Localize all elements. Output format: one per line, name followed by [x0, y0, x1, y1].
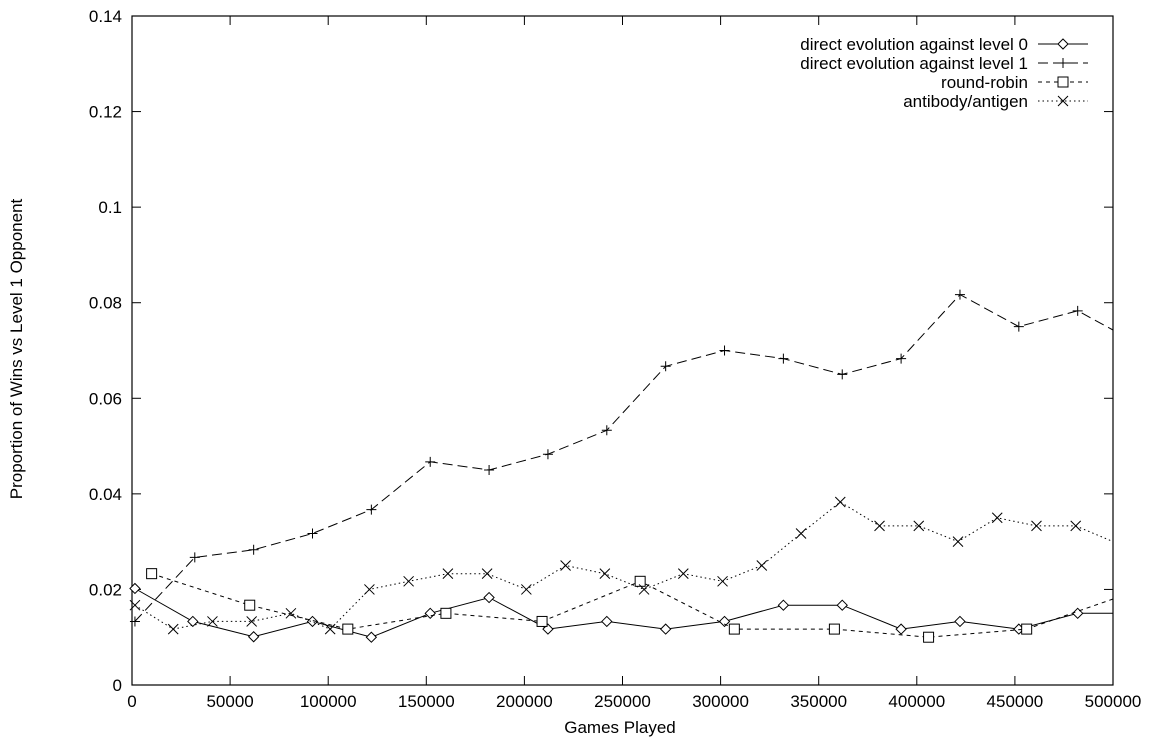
data-point [796, 529, 806, 539]
data-point [425, 457, 435, 467]
data-point [661, 624, 671, 634]
data-point [245, 600, 255, 610]
x-tick-label: 450000 [987, 692, 1044, 711]
y-tick-label: 0.04 [89, 485, 122, 504]
data-point [778, 600, 788, 610]
series-line [135, 502, 1113, 629]
data-point [443, 569, 453, 579]
x-tick-label: 200000 [496, 692, 553, 711]
x-tick-label: 500000 [1085, 692, 1142, 711]
data-point [1022, 624, 1032, 634]
data-point [1014, 322, 1024, 332]
data-point [249, 632, 259, 642]
data-point [247, 616, 257, 626]
data-point [343, 624, 353, 634]
data-point [992, 513, 1002, 523]
x-tick-label: 0 [127, 692, 136, 711]
y-tick-label: 0.12 [89, 103, 122, 122]
legend-swatch-marker [1058, 58, 1068, 68]
data-point [720, 616, 730, 626]
data-point [286, 608, 296, 618]
data-point [543, 449, 553, 459]
legend-swatch-marker [1058, 39, 1068, 49]
series-line [135, 295, 1113, 622]
y-tick-label: 0.06 [89, 389, 122, 408]
data-point [829, 624, 839, 634]
data-point [955, 616, 965, 626]
data-point [308, 529, 318, 539]
data-point [484, 593, 494, 603]
x-tick-label: 300000 [692, 692, 749, 711]
data-point [207, 616, 217, 626]
y-axis-title: Proportion of Wins vs Level 1 Opponent [7, 198, 26, 499]
y-tick-label: 0.02 [89, 580, 122, 599]
data-point [955, 290, 965, 300]
x-tick-label: 250000 [594, 692, 651, 711]
series-4 [130, 497, 1113, 634]
data-point [168, 624, 178, 634]
y-tick-label: 0.1 [98, 198, 122, 217]
data-point [729, 624, 739, 634]
y-tick-label: 0 [113, 676, 122, 695]
legend-entry: antibody/antigen [903, 92, 1088, 111]
series-line [135, 589, 1113, 638]
data-point [896, 624, 906, 634]
data-point [249, 545, 259, 555]
data-point [837, 600, 847, 610]
series-group [130, 290, 1113, 643]
data-point [325, 624, 335, 634]
x-tick-label: 400000 [888, 692, 945, 711]
plot-border [132, 16, 1113, 685]
data-point [602, 616, 612, 626]
data-point [837, 369, 847, 379]
data-point [600, 569, 610, 579]
x-tick-label: 50000 [206, 692, 253, 711]
axis-ticks [132, 16, 1113, 685]
data-point [484, 465, 494, 475]
data-point [366, 505, 376, 515]
y-tick-label: 0.08 [89, 294, 122, 313]
data-point [441, 608, 451, 618]
x-tick-label: 350000 [790, 692, 847, 711]
data-point [778, 354, 788, 364]
legend-label: round-robin [941, 73, 1028, 92]
data-point [835, 497, 845, 507]
legend-entry: direct evolution against level 1 [800, 54, 1088, 73]
data-point [896, 354, 906, 364]
data-point [364, 584, 374, 594]
legend-label: direct evolution against level 0 [800, 35, 1028, 54]
data-point [661, 361, 671, 371]
data-point [537, 616, 547, 626]
x-axis-title: Games Played [564, 718, 676, 737]
data-point [678, 569, 688, 579]
legend-entry: round-robin [941, 73, 1088, 92]
data-point [147, 569, 157, 579]
x-tick-label: 150000 [398, 692, 455, 711]
data-point [1073, 306, 1083, 316]
data-point [602, 425, 612, 435]
data-point [561, 561, 571, 571]
data-point [953, 537, 963, 547]
data-point [875, 521, 885, 531]
y-tick-label: 0.14 [89, 7, 122, 26]
data-point [718, 576, 728, 586]
data-point [720, 346, 730, 356]
data-point [366, 632, 376, 642]
legend-entry: direct evolution against level 0 [800, 35, 1088, 54]
series-line [152, 574, 1113, 638]
data-point [924, 632, 934, 642]
legend-swatch-marker [1058, 77, 1068, 87]
data-point [521, 584, 531, 594]
series-3 [147, 569, 1113, 643]
series-2 [130, 290, 1113, 627]
legend-label: antibody/antigen [903, 92, 1028, 111]
series-1 [130, 583, 1113, 642]
data-point [757, 561, 767, 571]
x-tick-label: 100000 [300, 692, 357, 711]
plot-frame [132, 16, 1113, 685]
data-point [404, 576, 414, 586]
legend-label: direct evolution against level 1 [800, 54, 1028, 73]
